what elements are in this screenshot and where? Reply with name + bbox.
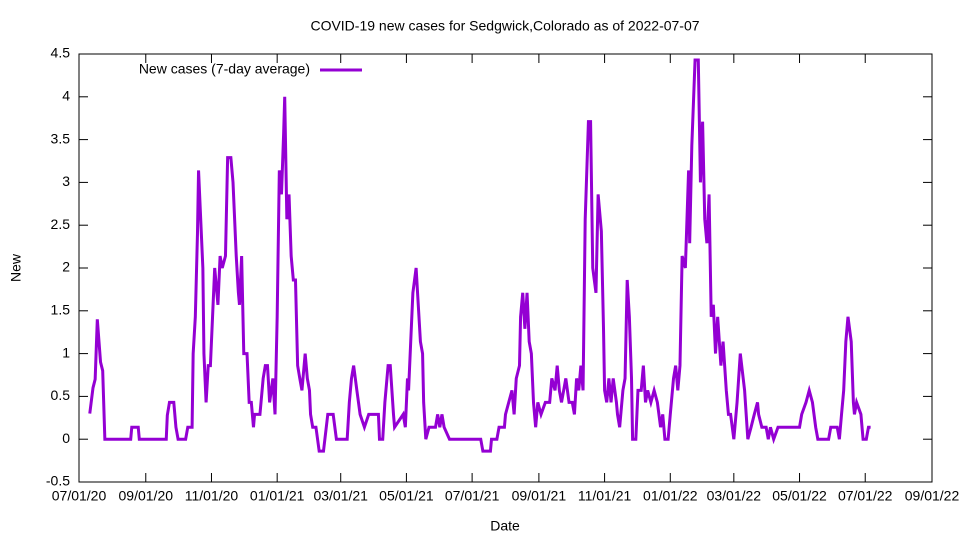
y-tick-label: -0.5 [46, 473, 70, 489]
y-tick-label: 0 [62, 430, 70, 446]
chart-title: COVID-19 new cases for Sedgwick,Colorado… [310, 18, 699, 34]
y-tick-label: 4 [62, 88, 70, 104]
y-axis-label: New [8, 253, 24, 282]
x-tick-label: 11/01/20 [185, 488, 239, 504]
x-tick-label: 09/01/20 [119, 488, 174, 504]
x-tick-label: 09/01/22 [905, 488, 960, 504]
y-tick-label: 2 [62, 259, 70, 275]
x-tick-label: 03/01/22 [707, 488, 762, 504]
x-tick-label: 11/01/21 [578, 488, 632, 504]
y-tick-label: 4.5 [51, 45, 71, 61]
x-tick-label: 07/01/20 [52, 488, 107, 504]
x-tick-label: 01/01/22 [643, 488, 698, 504]
y-tick-label: 1.5 [51, 302, 71, 318]
y-tick-label: 1 [62, 344, 70, 360]
y-tick-label: 0.5 [51, 387, 71, 403]
y-tick-label: 2.5 [51, 216, 71, 232]
x-tick-label: 07/01/21 [445, 488, 500, 504]
data-line [88, 58, 871, 453]
x-tick-label: 05/01/21 [379, 488, 434, 504]
x-axis-label: Date [490, 518, 520, 534]
x-tick-label: 01/01/21 [250, 488, 305, 504]
y-tick-label: 3 [62, 173, 70, 189]
legend-label: New cases (7-day average) [139, 61, 310, 77]
x-tick-label: 03/01/21 [313, 488, 368, 504]
x-tick-label: 05/01/22 [772, 488, 827, 504]
x-tick-label: 07/01/22 [838, 488, 893, 504]
y-tick-label: 3.5 [51, 130, 71, 146]
x-tick-label: 09/01/21 [512, 488, 567, 504]
